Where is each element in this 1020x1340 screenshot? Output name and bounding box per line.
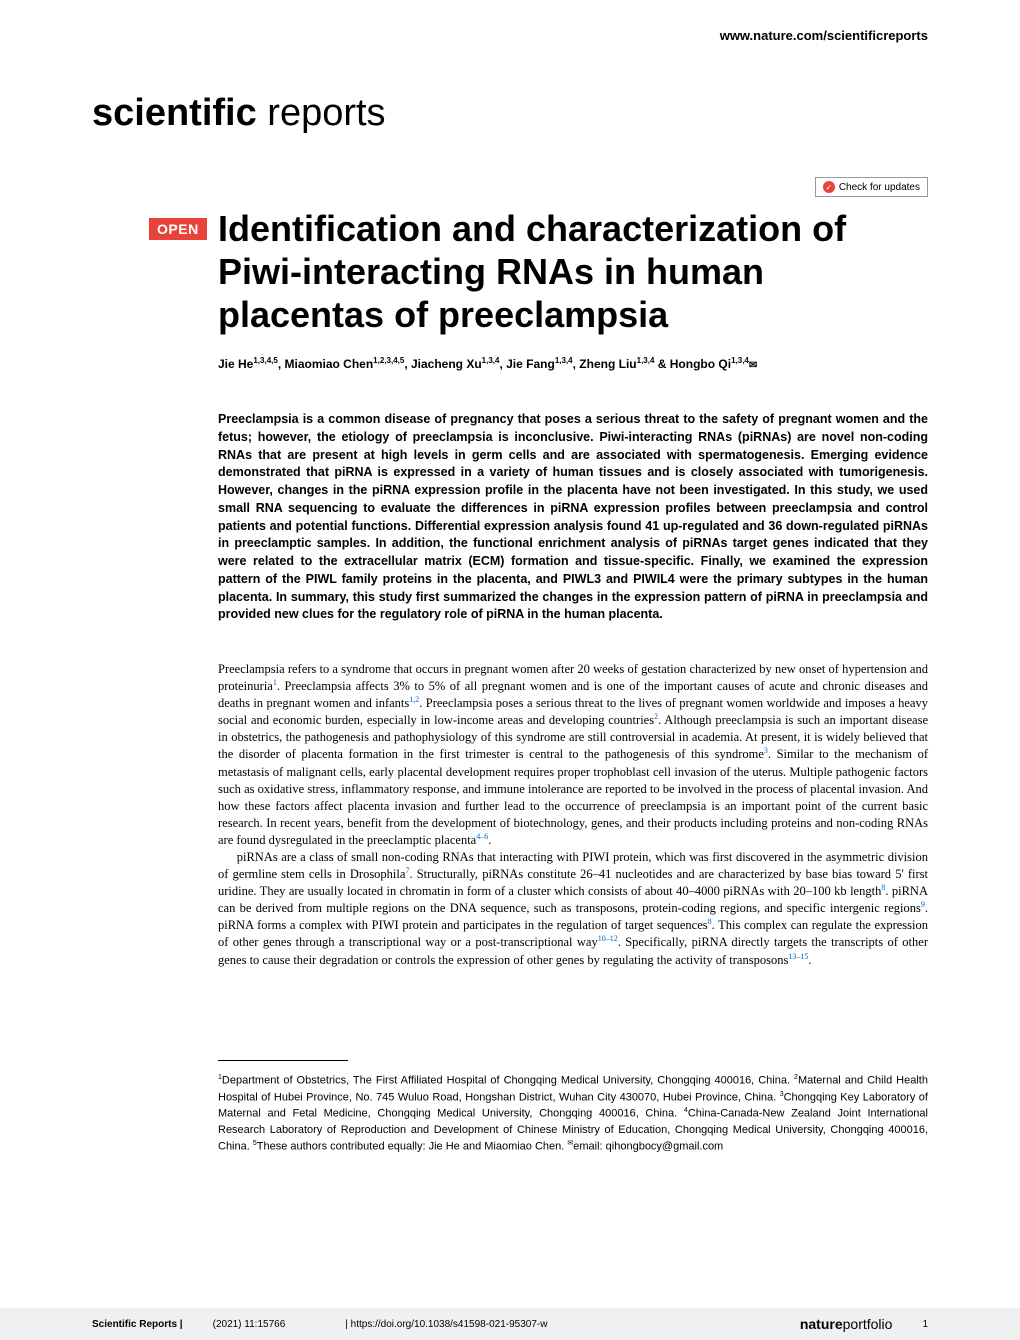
footer-citation: (2021) 11:15766 [213, 1319, 286, 1330]
check-updates-button[interactable]: ✓ Check for updates [815, 177, 928, 197]
open-access-badge: OPEN [149, 218, 207, 240]
check-updates-icon: ✓ [823, 181, 835, 193]
footer-logo-bold: nature [800, 1316, 843, 1332]
footer-publisher-logo: natureportfolio [800, 1316, 893, 1332]
body-paragraph-1: Preeclampsia refers to a syndrome that o… [218, 661, 928, 849]
footer-page-number: 1 [922, 1319, 928, 1330]
footer-doi: | https://doi.org/10.1038/s41598-021-953… [345, 1319, 547, 1330]
check-updates-label: Check for updates [839, 182, 920, 193]
body-text: Preeclampsia refers to a syndrome that o… [218, 661, 928, 969]
affiliation-divider [218, 1060, 348, 1061]
affiliations: 1Department of Obstetrics, The First Aff… [218, 1073, 928, 1155]
authors-list: Jie He1,3,4,5, Miaomiao Chen1,2,3,4,5, J… [218, 355, 928, 373]
journal-logo: scientific reports [92, 92, 386, 135]
article-title: Identification and characterization of P… [218, 207, 928, 337]
journal-name-light: reports [257, 92, 386, 134]
header-url: www.nature.com/scientificreports [720, 28, 928, 43]
body-paragraph-2: piRNAs are a class of small non-coding R… [218, 849, 928, 969]
abstract: Preeclampsia is a common disease of preg… [218, 411, 928, 624]
journal-name-bold: scientific [92, 92, 257, 134]
footer-logo-light: portfolio [843, 1316, 893, 1332]
footer: Scientific Reports | (2021) 11:15766 | h… [0, 1308, 1020, 1340]
footer-journal: Scientific Reports | [92, 1319, 183, 1330]
